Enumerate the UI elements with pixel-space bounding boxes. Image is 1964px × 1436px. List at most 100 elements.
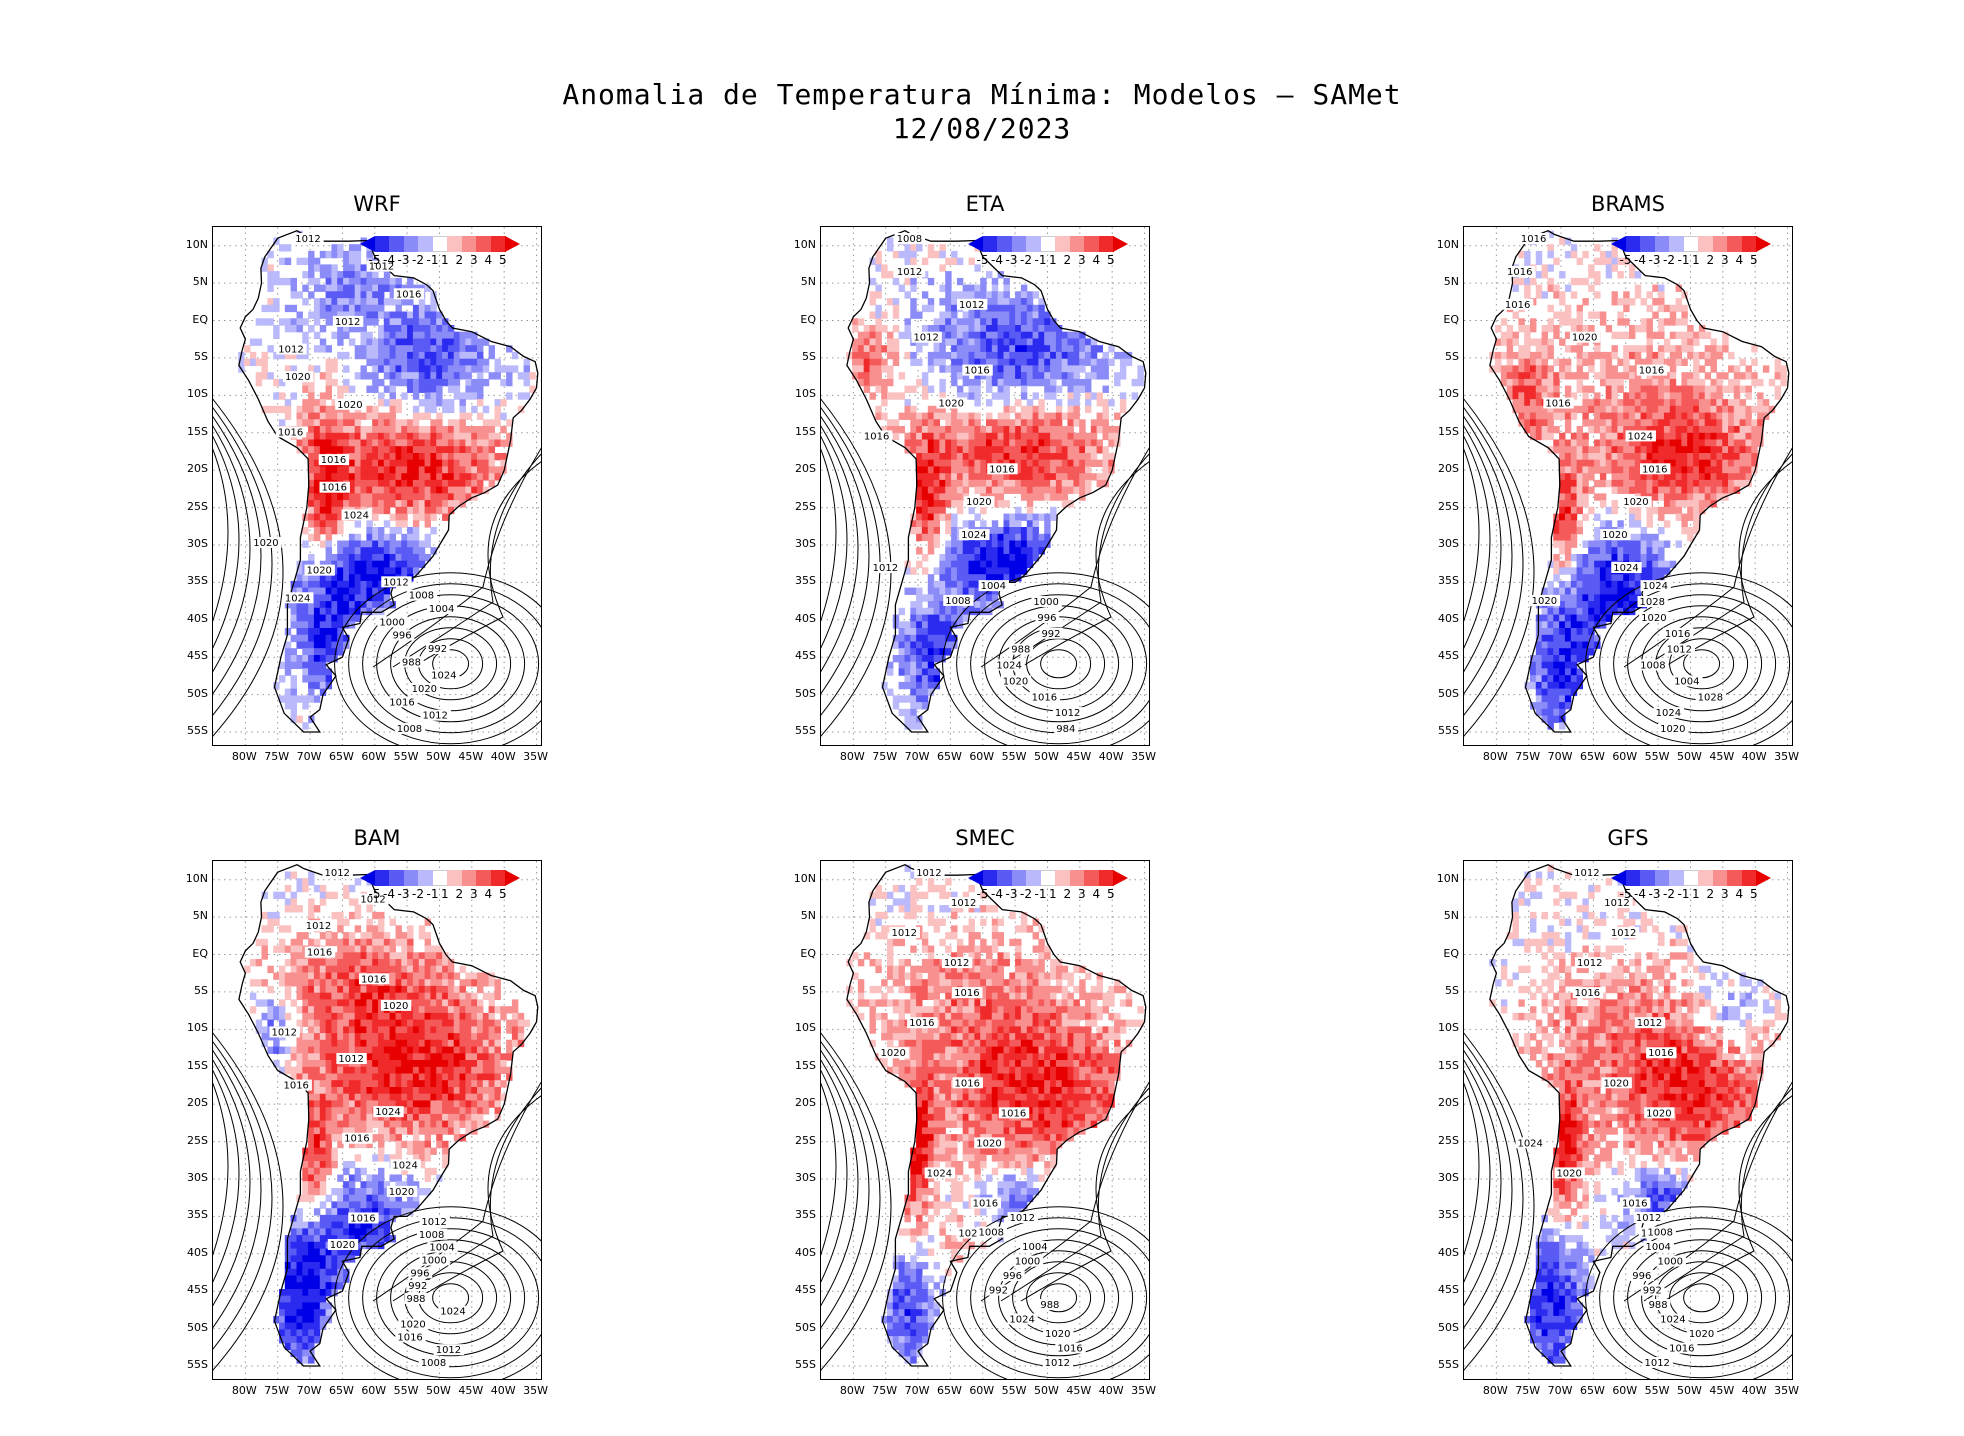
isobar-labels: 1016 1016 1016 1020 1016 1016 1024 1016 1020 1020… bbox=[1502, 233, 1727, 735]
latitude-label: 25S bbox=[795, 499, 816, 513]
isobar-label: 1012 bbox=[1055, 708, 1080, 719]
colorbar-label: -4 bbox=[1634, 887, 1646, 901]
isobar-label: 1024 bbox=[927, 1168, 952, 1179]
colorbar-swatch bbox=[418, 870, 433, 886]
colorbar-swatch bbox=[490, 870, 506, 886]
colorbar-label: 1 bbox=[1692, 253, 1700, 267]
colorbar-swatch bbox=[490, 236, 506, 252]
temperature-anomaly-field bbox=[1489, 864, 1787, 1364]
colorbar-swatch bbox=[505, 870, 520, 886]
isobar-label: 1024 bbox=[392, 1160, 417, 1171]
longitude-label: 45W bbox=[1709, 750, 1735, 763]
colorbar-label: -5 bbox=[1619, 253, 1632, 267]
latitude-label: 5N bbox=[1443, 909, 1459, 923]
latitude-label: 20S bbox=[187, 462, 208, 476]
colorbar-label: -4 bbox=[991, 253, 1003, 267]
isobar-label: 992 bbox=[1041, 629, 1060, 640]
map-panel-wrf: WRF 1012 1012 1016 1012 1012 1020 1020 1016 1016 1… bbox=[186, 192, 548, 763]
latitude-label: 30S bbox=[795, 1170, 816, 1184]
colorbar bbox=[1611, 236, 1771, 252]
isobar-label: 1020 bbox=[400, 1320, 425, 1331]
colorbar-swatch bbox=[1741, 236, 1757, 252]
colorbar-label: -4 bbox=[383, 253, 395, 267]
colorbar-swatch bbox=[360, 236, 375, 252]
colorbar-swatch bbox=[505, 236, 520, 252]
isobar-label: 1020 bbox=[1045, 1329, 1070, 1340]
isobar-label: 1016 bbox=[1639, 366, 1664, 377]
isobar-label: 1020 bbox=[1556, 1168, 1581, 1179]
map-frame: 1012 1012 1016 1012 1012 1020 1020 1016 1016 1016… bbox=[212, 226, 542, 746]
colorbar-swatch bbox=[1055, 870, 1070, 886]
latitude-label: 25S bbox=[795, 1133, 816, 1147]
longitude-label: 35W bbox=[523, 1384, 548, 1397]
latitude-label: EQ bbox=[192, 312, 208, 326]
colorbar-swatch bbox=[1669, 236, 1684, 252]
colorbar-label: 1 bbox=[1692, 887, 1700, 901]
longitude-label: 70W bbox=[1547, 750, 1573, 763]
isobar-label: 1020 bbox=[1623, 497, 1648, 508]
latitude-label: 10N bbox=[793, 871, 816, 885]
isobar-label: 1020 bbox=[1641, 613, 1666, 624]
latitude-label: 30S bbox=[187, 536, 208, 550]
map-panel-bam: BAM 1012 1012 1012 1016 1016 1020 1012 1012 1016 1… bbox=[186, 826, 548, 1397]
colorbar-label: 3 bbox=[1078, 253, 1086, 267]
colorbar-swatch bbox=[1098, 870, 1114, 886]
colorbar-swatch bbox=[461, 870, 477, 886]
longitude-label: 60W bbox=[361, 1384, 387, 1397]
colorbar-label: 4 bbox=[1092, 253, 1101, 267]
colorbar-label: 1 bbox=[1049, 887, 1057, 901]
isobar-label: 1020 bbox=[337, 400, 362, 411]
longitude-label: 75W bbox=[1515, 1384, 1541, 1397]
isobar-label: 1008 bbox=[397, 724, 422, 735]
map-panel-eta: ETA 1008 1012 1012 1012 1016 1020 1016 1016 1020 1… bbox=[794, 192, 1156, 763]
latitude-label: 50S bbox=[1438, 686, 1459, 700]
latitude-label: 15S bbox=[187, 1058, 208, 1072]
isobar-label: 1012 bbox=[1636, 1213, 1661, 1224]
temperature-anomaly-field bbox=[846, 237, 1144, 730]
latitude-label: 55S bbox=[187, 1358, 208, 1372]
longitude-label: 50W bbox=[426, 750, 451, 763]
latitude-label: 25S bbox=[187, 499, 208, 513]
colorbar-label: 4 bbox=[1735, 887, 1744, 901]
colorbar-label: -3 bbox=[397, 887, 410, 901]
figure-date: 12/08/2023 bbox=[892, 112, 1072, 145]
isobar-label: 1012 bbox=[1574, 868, 1599, 879]
isobar-labels: 1012101210121016101610201012101210161024… bbox=[269, 867, 469, 1369]
isobar-label: 1024 bbox=[431, 671, 456, 682]
latitude-label: EQ bbox=[1443, 946, 1459, 960]
isobar-label: 1012 bbox=[913, 333, 938, 344]
colorbar-swatch bbox=[1698, 236, 1713, 252]
isobar-label: 1012 bbox=[421, 1217, 446, 1228]
isobar-label: 1020 bbox=[1003, 676, 1028, 687]
isobar-label: 1020 bbox=[966, 497, 991, 508]
colorbar-label: 2 bbox=[1706, 253, 1715, 267]
latitude-label: 55S bbox=[1438, 724, 1459, 738]
isobar-label: 1016 bbox=[1001, 1108, 1026, 1119]
latitude-label: 5N bbox=[192, 909, 208, 923]
map-frame: 1016 1016 1016 1020 1016 1016 1024 1016 1020 1020… bbox=[1463, 226, 1793, 746]
longitude-label: 35W bbox=[1131, 1384, 1156, 1397]
coastline bbox=[238, 863, 539, 1367]
isobar-label: 1016 bbox=[321, 483, 346, 494]
latitude-label: 5N bbox=[192, 275, 208, 289]
colorbar-label: -1 bbox=[426, 253, 439, 267]
latitude-label: 45S bbox=[187, 1283, 208, 1297]
isobar-label: 1024 bbox=[961, 530, 986, 541]
isobar-label: 1000 bbox=[1015, 1257, 1040, 1268]
colorbar-label: 5 bbox=[499, 253, 507, 267]
latitude-label: 10N bbox=[185, 871, 208, 885]
isobar-label: 992 bbox=[428, 644, 447, 655]
isobar-label: 1024 bbox=[1656, 708, 1681, 719]
isobar-label: 1008 bbox=[409, 591, 434, 602]
anomaly-map: 1012 1012 1012 1012 1016 1016 1020 1016 1016 1020… bbox=[821, 861, 1149, 1379]
isobar-label: 996 bbox=[1003, 1271, 1022, 1282]
colorbar-label: -3 bbox=[1648, 253, 1661, 267]
panel-title: BAM bbox=[353, 826, 401, 850]
isobar-label: 1020 bbox=[383, 1001, 408, 1012]
colorbar-swatch bbox=[374, 870, 390, 886]
isobar-label: 988 bbox=[1649, 1300, 1668, 1311]
longitude-label: 65W bbox=[1579, 1384, 1605, 1397]
colorbar-swatch bbox=[418, 236, 433, 252]
isobar-label: 1024 bbox=[375, 1107, 400, 1118]
colorbar-swatch bbox=[1011, 236, 1027, 252]
